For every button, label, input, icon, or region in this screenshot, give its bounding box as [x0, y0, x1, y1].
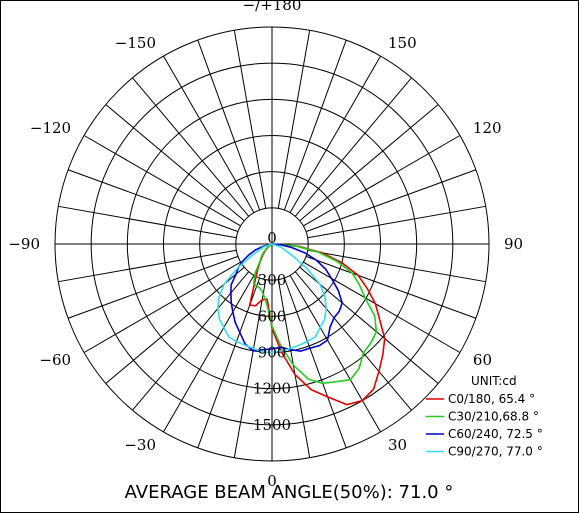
grid-spoke — [283, 39, 347, 211]
angle-label: −120 — [30, 119, 71, 137]
grid-spoke — [307, 249, 486, 283]
grid-spoke — [277, 30, 311, 209]
grid-spoke — [283, 277, 347, 449]
angle-label: −/+180 — [243, 0, 302, 14]
grid-spoke — [289, 55, 381, 213]
legend-label: C0/180, 65.4 ° — [448, 392, 535, 406]
grid-spoke — [163, 55, 255, 213]
angle-label: 120 — [473, 119, 502, 137]
grid-spoke — [163, 275, 255, 433]
angle-label: 90 — [504, 235, 523, 253]
angle-label: 30 — [388, 436, 407, 454]
grid-spoke — [294, 271, 412, 411]
legend: UNIT:cd C0/180, 65.4 ° C30/210,68.8 ° C60/… — [426, 374, 543, 459]
legend-label: C90/270, 77.0 ° — [448, 445, 543, 459]
legend-label: C60/240, 72.5 ° — [448, 427, 543, 441]
grid-spoke — [58, 249, 237, 283]
grid-spoke — [83, 261, 241, 353]
series-curve-1 — [252, 243, 378, 385]
angle-label: −30 — [124, 436, 156, 454]
radial-tick-label: 600 — [258, 307, 287, 325]
series-curve-3 — [217, 243, 327, 354]
radial-tick-label: 1200 — [253, 380, 291, 398]
angle-label: −150 — [115, 34, 156, 52]
footer-beam-angle: AVERAGE BEAM ANGLE(50%): 71.0 ° — [125, 482, 454, 503]
grid-spoke — [305, 169, 477, 233]
grid-spoke — [132, 77, 250, 217]
legend-label: C30/210,68.8 ° — [448, 410, 539, 424]
grid-spoke — [105, 266, 245, 384]
angle-label: −90 — [8, 235, 40, 253]
angle-label: 60 — [473, 351, 492, 369]
grid-spoke — [305, 255, 477, 319]
grid-spoke — [83, 135, 241, 227]
unit-label: UNIT:cd — [471, 374, 517, 388]
grid-spoke — [105, 104, 245, 222]
angle-labels: 0 30 −30 60 −60 90 −90 120 −120 150 −150 −/+180 — [8, 0, 523, 490]
grid-spoke — [67, 169, 239, 233]
angle-label: −60 — [39, 351, 71, 369]
grid-spoke — [299, 266, 439, 384]
radial-tick-label: 900 — [258, 344, 287, 362]
grid-spoke — [132, 271, 250, 411]
grid-spoke — [277, 279, 311, 458]
series-curve-2 — [230, 243, 343, 352]
intensity-curves — [217, 243, 386, 406]
radial-tick-label: 300 — [258, 271, 287, 289]
grid-spoke — [294, 77, 412, 217]
grid-spoke — [289, 275, 381, 433]
angle-label: 150 — [388, 34, 417, 52]
grid-spoke — [233, 30, 267, 209]
radial-tick-label: 1500 — [253, 416, 291, 434]
grid-spoke — [58, 205, 237, 239]
radial-tick-labels: 300 600 900 1200 1500 — [253, 271, 291, 434]
grid-spoke — [233, 279, 267, 458]
center-label: 0 — [267, 229, 277, 247]
grid-spoke — [197, 277, 261, 449]
grid-spoke — [299, 104, 439, 222]
grid-spoke — [303, 135, 461, 227]
angle-label: 0 — [267, 472, 277, 490]
grid-spoke — [67, 255, 239, 319]
grid-spoke — [307, 205, 486, 239]
grid-spoke — [197, 39, 261, 211]
grid-spoke — [303, 261, 461, 353]
